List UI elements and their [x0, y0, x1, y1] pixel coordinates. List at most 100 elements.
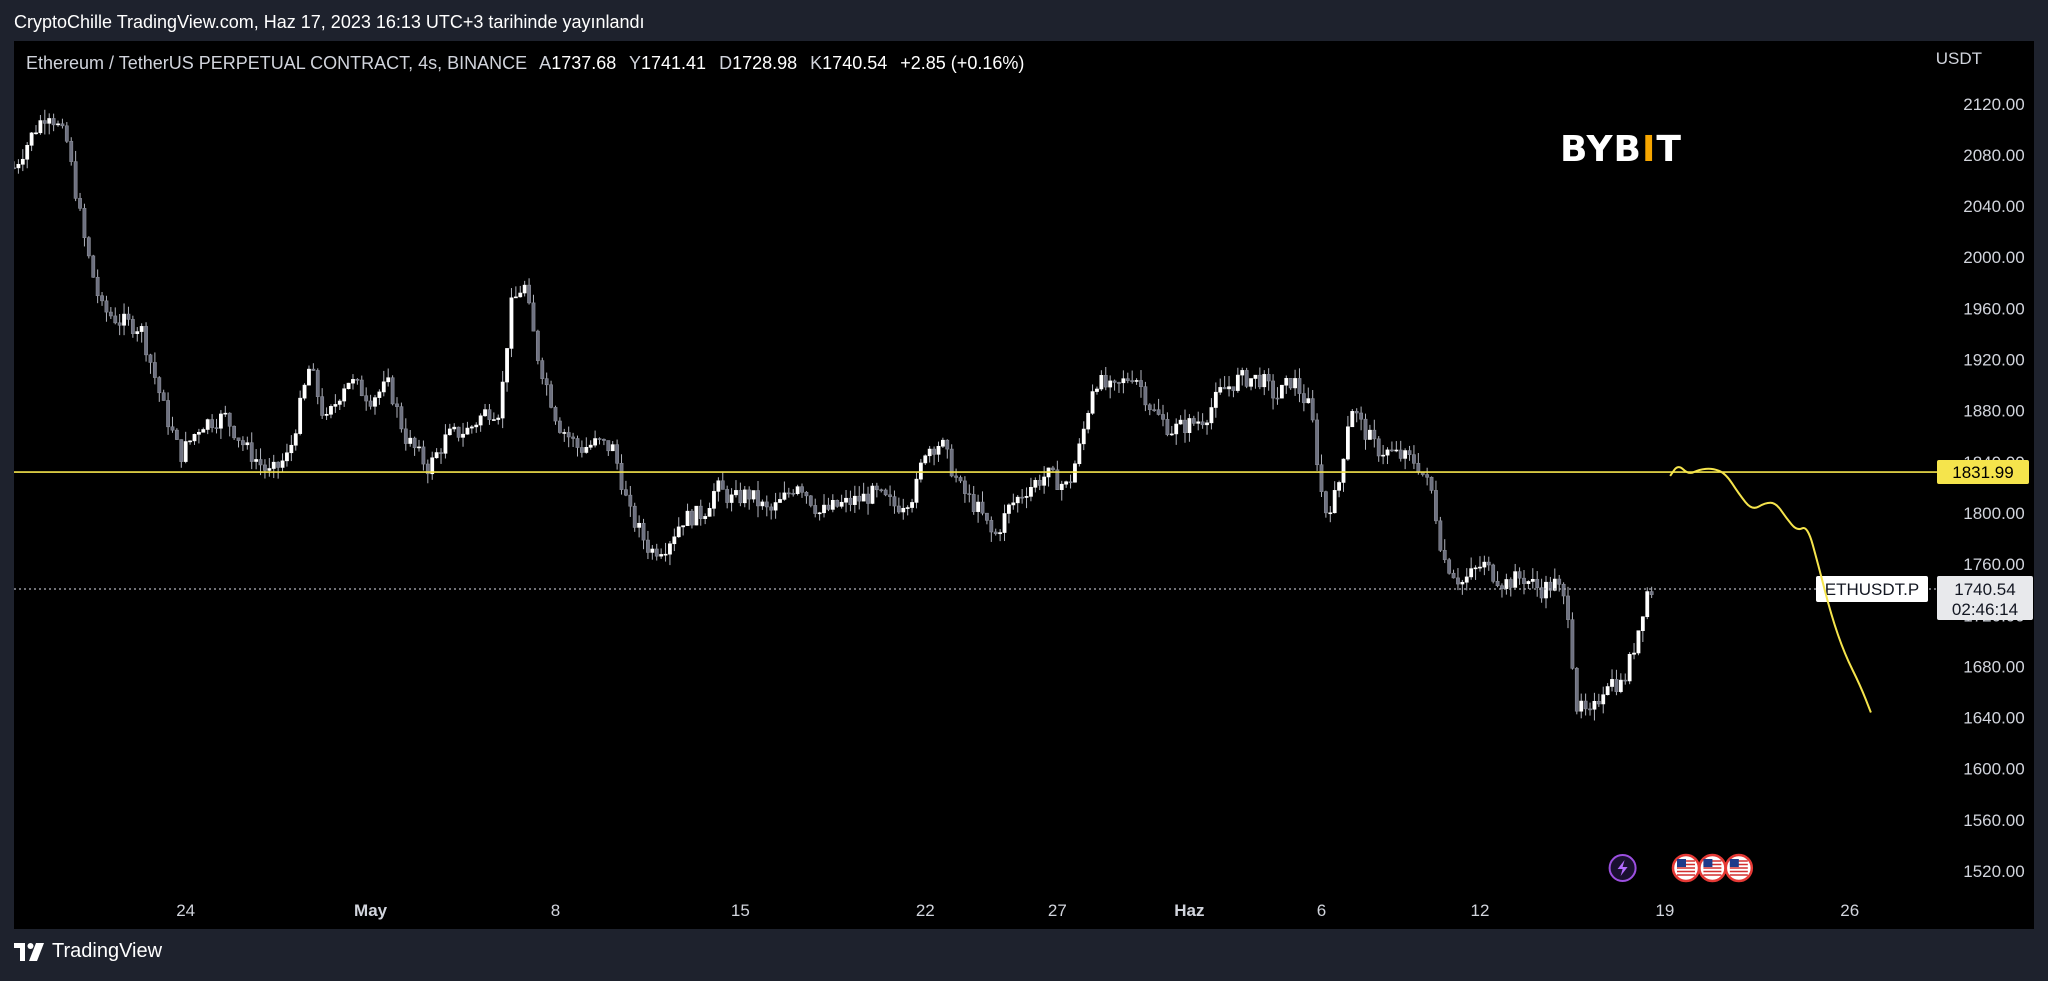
low-value: 1728.98 [732, 53, 798, 73]
candle-body [782, 492, 787, 500]
candle-body [1227, 386, 1231, 390]
candle-body [1623, 679, 1628, 682]
candle-body [971, 494, 976, 512]
candle-body [1121, 378, 1126, 384]
close-value: 1740.54 [822, 53, 888, 73]
candle-body [1183, 419, 1187, 434]
candle-body [179, 439, 184, 462]
candle-body [1504, 579, 1509, 590]
candle-body [1535, 578, 1540, 588]
symbol-tag-label: ETHUSDT.P [1825, 580, 1919, 599]
candle-body [1539, 587, 1544, 599]
candle-body [469, 426, 474, 429]
candle-body [1649, 591, 1654, 595]
candle-body [500, 381, 505, 419]
candle-body [267, 468, 272, 471]
candle-body [725, 489, 730, 503]
candle-body [1552, 578, 1557, 591]
candle-body [377, 391, 382, 398]
candle-body [86, 237, 91, 257]
candle-body [932, 448, 936, 455]
candle-body [1015, 496, 1020, 504]
candle-body [329, 406, 333, 415]
candle-body [1174, 423, 1179, 435]
candle-body [14, 167, 16, 169]
candle-body [1460, 581, 1465, 585]
candle-body [1262, 374, 1267, 388]
candle-body [1566, 595, 1570, 620]
candle-body [1139, 380, 1143, 387]
candle-body [1213, 391, 1218, 408]
flag-canton [1729, 859, 1739, 867]
candle-body [1596, 700, 1601, 705]
candle-body [848, 497, 853, 505]
chart-panel[interactable]: 2120.00 2080.00 2040.00 2000.00 1960.00 1920.… [14, 41, 2034, 929]
candle-body [399, 406, 404, 430]
candle-body [1055, 469, 1060, 490]
candle-body [1279, 384, 1284, 399]
candle-body [307, 368, 311, 386]
candle-body [227, 412, 232, 427]
candle-body [1200, 421, 1205, 426]
candle-body [1077, 443, 1082, 465]
candle-body [967, 493, 972, 495]
candle-body [619, 462, 624, 490]
candle-body [1526, 581, 1531, 584]
close-label: K [810, 53, 823, 73]
candle-body [1359, 412, 1364, 420]
candle-body [1152, 409, 1157, 411]
candle-body [1368, 429, 1372, 440]
candle-body [597, 438, 602, 440]
candle-body [949, 448, 954, 477]
candle-body [729, 494, 734, 503]
candle-body [241, 440, 245, 446]
candle-body [1209, 407, 1214, 424]
candle-body [936, 445, 941, 455]
candle-body [800, 486, 804, 493]
candle-body [1557, 578, 1562, 585]
low-label: D [719, 53, 733, 73]
candle-body [73, 161, 78, 199]
y-tick-label: 2000.00 [1963, 248, 2024, 267]
candle-body [439, 452, 443, 454]
x-tick-label: 22 [916, 901, 935, 920]
candle-body [1297, 378, 1302, 394]
candle-body [139, 326, 144, 332]
candle-body [813, 505, 818, 514]
candle-body [280, 460, 285, 468]
price-chart[interactable]: 2120.00 2080.00 2040.00 2000.00 1960.00 1920.… [14, 41, 2034, 929]
candle-body [368, 400, 373, 407]
candle-body [1249, 378, 1253, 387]
candle-body [1350, 411, 1355, 428]
candle-body [694, 505, 699, 526]
candle-body [1579, 700, 1584, 712]
candle-body [1412, 454, 1416, 464]
currency-label[interactable]: USDT [1935, 49, 1982, 68]
candle-body [355, 379, 360, 381]
candle-body [751, 490, 756, 500]
symbol-tag-bg [1816, 576, 1928, 603]
projection-path [1669, 466, 1872, 714]
candle-body [1086, 412, 1091, 430]
footer-brand[interactable]: TradingView [14, 940, 162, 963]
candle-body [1143, 386, 1148, 406]
candle-body [364, 395, 369, 402]
candle-body [1385, 449, 1390, 456]
candle-body [839, 501, 844, 507]
candle-body [192, 434, 197, 442]
candle-body [690, 510, 694, 526]
candle-body [170, 426, 175, 431]
candle-body [122, 313, 126, 326]
tradingview-logo-icon [14, 942, 44, 961]
y-tick-label: 2040.00 [1963, 197, 2024, 216]
candle-body [518, 292, 523, 298]
candle-body [1341, 458, 1346, 483]
candle-body [1429, 476, 1434, 491]
candle-body [610, 444, 615, 452]
candle-body [412, 437, 417, 449]
candle-body [593, 438, 598, 446]
candle-body [1456, 577, 1460, 585]
candle-body [998, 532, 1003, 535]
candle-body [505, 348, 509, 383]
candle-body [29, 132, 34, 146]
